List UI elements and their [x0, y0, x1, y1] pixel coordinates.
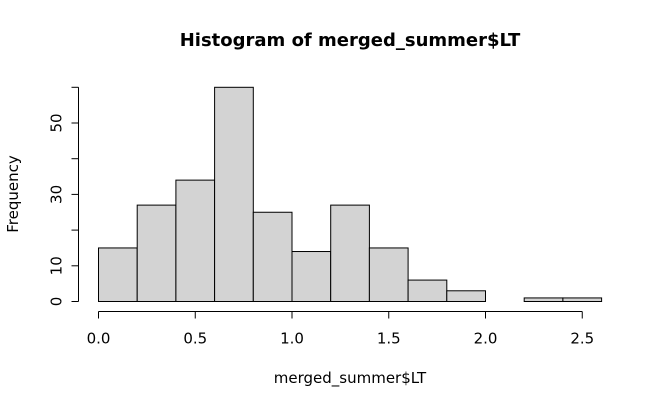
- x-tick-label: 2.0: [474, 330, 498, 348]
- histogram-bar: [175, 179, 216, 302]
- y-tick-label: 10: [48, 256, 66, 275]
- x-tick-label: 2.5: [570, 330, 594, 348]
- x-tick-label: 0.0: [87, 330, 111, 348]
- histogram-bar: [407, 279, 448, 302]
- chart-title: Histogram of merged_summer$LT: [180, 30, 521, 51]
- histogram-bar: [252, 211, 293, 302]
- histogram-bar: [523, 297, 564, 302]
- y-tick-label: 0: [48, 297, 66, 307]
- x-axis: 0.0 0.5 1.0 1.5 2.0 2.5: [87, 311, 594, 348]
- x-tick-label: 1.5: [377, 330, 401, 348]
- x-axis-label: merged_summer$LT: [274, 369, 427, 388]
- histogram-bar: [330, 204, 370, 302]
- y-axis: 0 10 30 50: [48, 86, 79, 307]
- histogram-bar: [368, 247, 409, 302]
- y-tick-label: 30: [48, 185, 66, 204]
- histogram-bar: [98, 247, 138, 302]
- histogram-bar: [291, 251, 332, 303]
- histogram-bar: [562, 297, 603, 302]
- histogram-bar: [214, 86, 254, 302]
- bars-group: [98, 86, 603, 303]
- x-tick-label: 0.5: [183, 330, 207, 348]
- y-tick-label: 50: [48, 113, 66, 132]
- y-axis-label: Frequency: [4, 155, 22, 233]
- histogram-bar: [446, 290, 486, 303]
- histogram-bar: [136, 204, 177, 302]
- x-tick-label: 1.0: [280, 330, 304, 348]
